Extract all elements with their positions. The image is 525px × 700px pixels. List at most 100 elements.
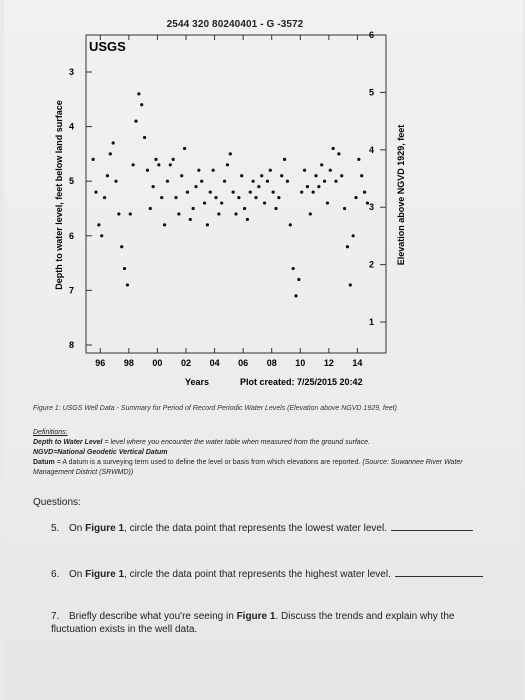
answer-blank-6[interactable] bbox=[394, 567, 483, 577]
questions-heading: Questions: bbox=[33, 497, 81, 508]
right-axis-ticks: 6 5 4 3 2 1 bbox=[369, 30, 386, 327]
data-point bbox=[320, 163, 324, 167]
data-point bbox=[125, 283, 130, 287]
data-point bbox=[317, 185, 321, 189]
data-point bbox=[237, 195, 241, 200]
data-point bbox=[160, 195, 164, 200]
data-point bbox=[268, 168, 272, 172]
data-point bbox=[108, 152, 112, 156]
data-point bbox=[351, 234, 355, 238]
data-point bbox=[228, 152, 232, 156]
data-point bbox=[128, 212, 132, 216]
data-point bbox=[142, 135, 147, 140]
data-point bbox=[154, 157, 158, 161]
data-point bbox=[202, 201, 207, 205]
usgs-logo: USGS bbox=[89, 39, 126, 54]
data-point bbox=[305, 185, 310, 189]
datum-def: = A datum is a surveying term used to de… bbox=[54, 459, 363, 466]
data-point bbox=[197, 168, 201, 172]
data-point bbox=[234, 212, 238, 216]
data-point bbox=[188, 217, 192, 222]
data-point bbox=[291, 266, 295, 271]
data-point bbox=[257, 185, 261, 189]
data-point bbox=[311, 190, 315, 194]
left-axis-ticks: 3 4 5 6 7 8 bbox=[69, 67, 92, 350]
data-point bbox=[302, 168, 307, 172]
question-7: 7. Briefly describe what you're seeing in… bbox=[51, 611, 455, 635]
right-tick-label: 5 bbox=[369, 87, 374, 97]
data-point bbox=[177, 212, 181, 216]
x-tick-label: 98 bbox=[124, 358, 134, 368]
data-point bbox=[325, 201, 330, 205]
data-point bbox=[140, 103, 144, 107]
data-point bbox=[265, 179, 270, 183]
data-point bbox=[182, 146, 187, 151]
data-point bbox=[102, 195, 107, 200]
data-point bbox=[231, 190, 235, 194]
datum-term: Datum bbox=[33, 459, 55, 466]
data-point bbox=[274, 206, 278, 211]
x-axis-label: Years bbox=[185, 377, 209, 387]
x-tick-label: 12 bbox=[324, 358, 334, 368]
left-tick-label: 5 bbox=[69, 176, 74, 186]
data-point bbox=[225, 163, 230, 167]
data-point bbox=[285, 179, 290, 183]
data-point bbox=[260, 174, 264, 178]
data-point bbox=[137, 92, 141, 96]
site-id-title: 2544 320 80240401 - G -3572 bbox=[166, 19, 304, 30]
x-tick-label: 10 bbox=[295, 358, 305, 368]
left-tick-label: 6 bbox=[69, 231, 74, 241]
data-point bbox=[165, 179, 170, 183]
data-point bbox=[254, 195, 258, 200]
data-point bbox=[322, 179, 327, 183]
data-point bbox=[222, 179, 227, 183]
x-axis-ticks: 96 98 00 02 04 06 08 10 12 14 bbox=[95, 35, 362, 368]
data-point bbox=[308, 212, 312, 216]
data-point bbox=[248, 190, 252, 194]
data-point bbox=[331, 146, 335, 151]
data-point bbox=[314, 174, 318, 178]
x-tick-label: 02 bbox=[181, 358, 191, 368]
right-tick-label: 3 bbox=[369, 202, 374, 212]
answer-blank-5[interactable] bbox=[390, 521, 473, 531]
left-tick-label: 7 bbox=[69, 285, 74, 295]
plot-created-note: Plot created: 7/25/2015 20:42 bbox=[240, 377, 363, 387]
x-tick-label: 00 bbox=[152, 358, 162, 368]
plot-frame bbox=[85, 34, 387, 354]
data-point bbox=[348, 283, 352, 287]
data-point bbox=[157, 163, 161, 167]
question-6: 6. On Figure 1, circle the data point tha… bbox=[51, 567, 501, 581]
data-point bbox=[262, 201, 267, 205]
data-point bbox=[365, 201, 370, 205]
data-point bbox=[242, 206, 247, 211]
data-point bbox=[185, 190, 190, 194]
definitions-block: Definitions: Depth to Water Level = leve… bbox=[33, 428, 503, 478]
right-tick-label: 4 bbox=[369, 145, 374, 155]
data-point bbox=[180, 174, 184, 178]
data-point bbox=[131, 163, 135, 167]
data-point bbox=[171, 157, 175, 161]
data-point bbox=[245, 217, 250, 222]
left-axis-label: Depth to water level, feet below land su… bbox=[54, 100, 64, 290]
right-tick-label: 1 bbox=[369, 317, 374, 327]
worksheet-page bbox=[4, 0, 523, 700]
data-point bbox=[151, 185, 155, 189]
data-point bbox=[214, 195, 218, 200]
ngvd-definition: NGVD=National Geodetic Vertical Datum bbox=[33, 449, 168, 456]
data-point bbox=[297, 277, 301, 282]
data-points bbox=[91, 92, 370, 298]
data-point bbox=[251, 179, 255, 183]
x-tick-label: 04 bbox=[210, 358, 220, 368]
data-point bbox=[148, 206, 152, 211]
data-point bbox=[362, 190, 367, 194]
left-tick-label: 3 bbox=[69, 67, 74, 77]
datum-source: (Source: Suwannee River Water Management… bbox=[33, 459, 463, 476]
left-tick-label: 4 bbox=[69, 122, 74, 132]
right-tick-label: 2 bbox=[369, 260, 374, 270]
right-tick-label: 6 bbox=[369, 30, 374, 40]
data-point bbox=[294, 294, 298, 298]
depth-term: Depth to Water Level bbox=[33, 439, 103, 446]
data-point bbox=[114, 179, 118, 183]
data-point bbox=[134, 119, 138, 123]
